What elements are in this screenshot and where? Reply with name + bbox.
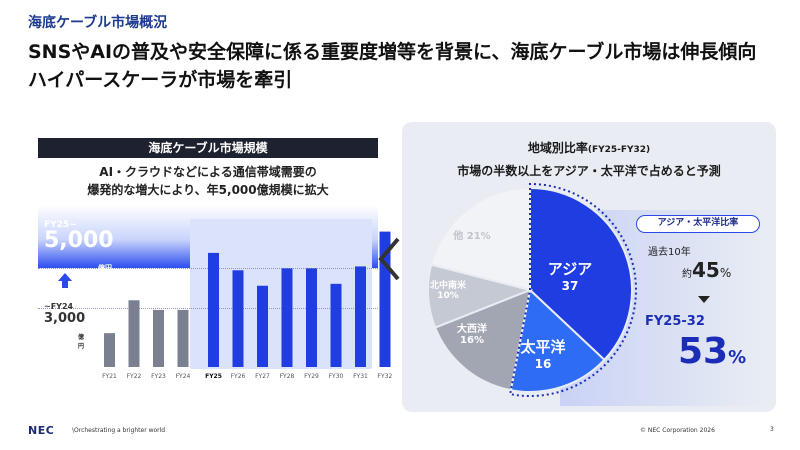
bar-fy26	[232, 270, 244, 367]
pie-label-3: 北中南米 10%	[429, 281, 466, 301]
bar-fy32	[379, 231, 391, 367]
footer-tagline: \Orchestrating a brighter world	[72, 427, 166, 434]
bar-fy29	[306, 268, 317, 367]
past-amount-callout: ~FY24 3,000 億円	[44, 302, 86, 350]
past-decade-pct: 45	[692, 258, 720, 282]
section-label: 海底ケーブル市場概況	[28, 15, 168, 31]
bar-label-fy32: FY32	[377, 373, 393, 380]
bar-label-fy30: FY30	[328, 373, 344, 380]
future-amount-callout: FY25~ 5,000 億円	[44, 220, 114, 272]
bar-fy25	[208, 252, 219, 367]
apac-outline	[508, 182, 637, 397]
bar-label-fy25: FY25	[205, 373, 222, 380]
down-triangle-icon	[698, 296, 710, 303]
bar-label-fy22: FY22	[126, 373, 142, 380]
pie-label-2: 大西洋 16%	[457, 324, 487, 346]
bar-label-fy21: FY21	[102, 373, 117, 380]
past-amount-value: 3,000	[44, 311, 86, 326]
future-amount-value: 5,000	[44, 228, 114, 253]
pie-slice-0	[529, 186, 633, 362]
past-decade-value: 約45%	[682, 258, 731, 282]
regional-share-subtitle: 市場の半数以上をアジア・太平洋で占めると予測	[457, 164, 721, 178]
past-decade-prefix: 約	[682, 269, 692, 280]
bar-label-fy28: FY28	[279, 373, 295, 380]
forecast-pct-sign: %	[728, 347, 747, 368]
page-number: 3	[770, 426, 774, 433]
forecast-pct: 53	[678, 331, 729, 372]
past-decade-label: 過去10年	[648, 247, 691, 258]
bar-fy27	[257, 285, 268, 367]
pie-label-0: アジア 37	[547, 260, 593, 293]
bar-label-fy26: FY26	[230, 373, 246, 380]
pie-label-4: 他 21%	[453, 231, 491, 242]
bar-fy21	[104, 333, 115, 367]
bar-fy30	[330, 283, 342, 367]
bar-label-fy29: FY29	[304, 373, 319, 380]
forecast-highlight-box	[190, 219, 372, 369]
bar-label-fy31: FY31	[353, 373, 368, 380]
bar-label-fy24: FY24	[175, 373, 191, 380]
up-arrow-icon	[58, 273, 72, 289]
bar-label-fy27: FY27	[255, 373, 270, 380]
past-decade-pct-sign: %	[719, 266, 732, 280]
regional-share-title-text: 地域別比率	[527, 141, 588, 155]
bar-fy31	[355, 266, 366, 367]
nec-logo: NEC	[28, 424, 55, 437]
forecast-period-label: FY25-32	[645, 314, 705, 329]
regional-share-period: (FY25-FY32)	[587, 145, 651, 155]
forecast-value: 53%	[678, 330, 746, 374]
market-size-title: 海底ケーブル市場規模	[38, 138, 378, 158]
headline: SNSやAIの普及や安全保障に係る重要度増等を背景に、海底ケーブル市場は伸長傾向…	[28, 41, 757, 91]
bar-fy24	[177, 309, 189, 367]
future-amount-unit: 億円	[98, 264, 112, 272]
pie-slice-4	[429, 186, 531, 292]
past-amount-unit: 億円	[78, 334, 85, 350]
future-amount-label: FY25~	[44, 220, 77, 230]
bar-fy28	[281, 268, 293, 367]
pie-slice-1	[509, 288, 606, 393]
pie-slice-2	[433, 288, 532, 392]
regional-share-title: 地域別比率(FY25-FY32)	[402, 139, 776, 156]
apac-ratio-badge: アジア・太平洋比率	[636, 215, 760, 233]
market-size-subtitle: AI・クラウドなどによる通信帯域需要の 爆発的な増大により、年5,000億規模に…	[87, 165, 329, 197]
past-amount-label: ~FY24	[44, 302, 74, 311]
footer-copyright: © NEC Corporation 2026	[640, 427, 715, 434]
chevron-left-icon	[378, 237, 400, 281]
bar-fy22	[128, 300, 140, 367]
pie-label-1: 太平洋 16	[520, 338, 566, 371]
bar-fy23	[153, 309, 164, 367]
bar-label-fy23: FY23	[151, 373, 166, 380]
